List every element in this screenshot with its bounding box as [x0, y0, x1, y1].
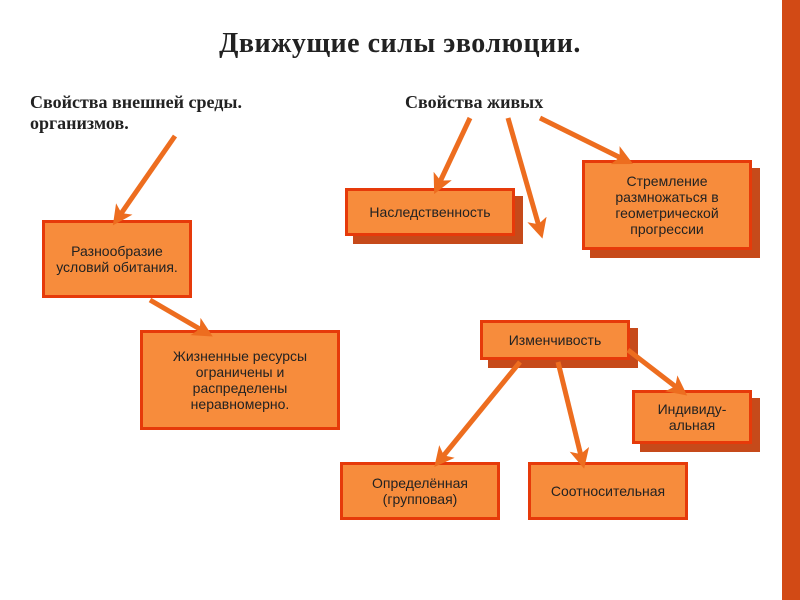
slide: Движущие силы эволюции. Свойства внешней…: [0, 0, 800, 600]
arrow: [438, 118, 470, 186]
box-resources: Жизненные ресурсы ограничены и распредел…: [140, 330, 340, 430]
subheading-left-l1: Свойства внешней среды.: [30, 92, 242, 112]
box-correlative: Соотносительная: [528, 462, 688, 520]
box-variability: Изменчивость: [480, 320, 630, 360]
accent-bar: [782, 0, 800, 600]
box-heredity: Наследственность: [345, 188, 515, 236]
box-defined: Определённая (групповая): [340, 462, 500, 520]
arrow: [150, 300, 205, 332]
arrow: [440, 362, 520, 460]
arrow: [540, 118, 625, 160]
arrow: [118, 136, 175, 218]
box-diversity: Разнообразие условий обитания.: [42, 220, 192, 298]
subheading-right: Свойства живых: [405, 92, 543, 113]
subheading-left: Свойства внешней среды. организмов.: [30, 92, 242, 134]
box-reproduction: Стремление размножаться в геометрической…: [582, 160, 752, 250]
page-title: Движущие силы эволюции.: [0, 28, 800, 60]
subheading-left-l2: организмов.: [30, 113, 129, 133]
arrow: [558, 362, 582, 460]
box-individual: Индивиду-альная: [632, 390, 752, 444]
